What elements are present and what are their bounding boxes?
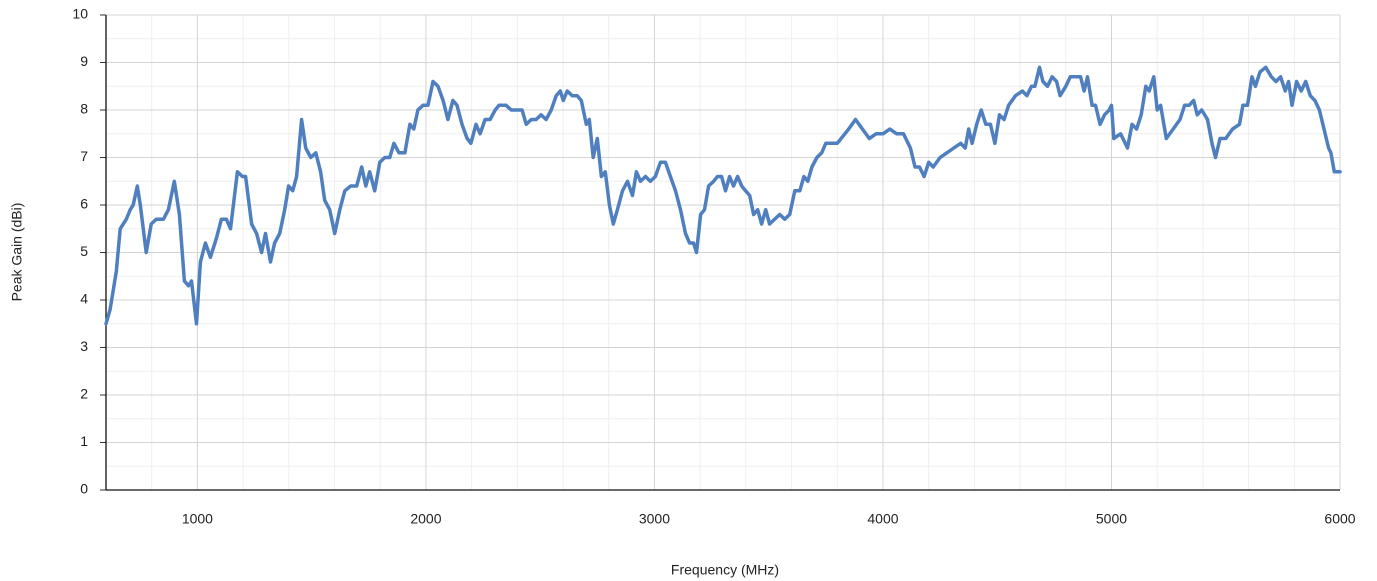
- x-tick-label: 2000: [410, 511, 441, 527]
- x-tick-label: 3000: [639, 511, 670, 527]
- y-tick-label: 6: [80, 196, 88, 212]
- x-axis-title: Frequency (MHz): [671, 562, 779, 578]
- x-tick-label: 1000: [182, 511, 213, 527]
- y-tick-label: 4: [80, 291, 88, 307]
- x-tick-label: 4000: [867, 511, 898, 527]
- y-tick-label: 9: [80, 53, 88, 69]
- x-tick-label: 5000: [1096, 511, 1127, 527]
- y-tick-label: 2: [80, 386, 88, 402]
- y-tick-label: 8: [80, 101, 88, 117]
- y-tick-label: 1: [80, 433, 88, 449]
- y-tick-label: 5: [80, 243, 88, 259]
- y-tick-label: 3: [80, 338, 88, 354]
- y-tick-label: 0: [80, 481, 88, 497]
- y-axis-title: Peak Gain (dBi): [9, 203, 25, 302]
- x-tick-label: 6000: [1324, 511, 1355, 527]
- y-tick-label: 10: [72, 6, 88, 22]
- data-line: [104, 65, 1342, 326]
- y-tick-label: 7: [80, 148, 88, 164]
